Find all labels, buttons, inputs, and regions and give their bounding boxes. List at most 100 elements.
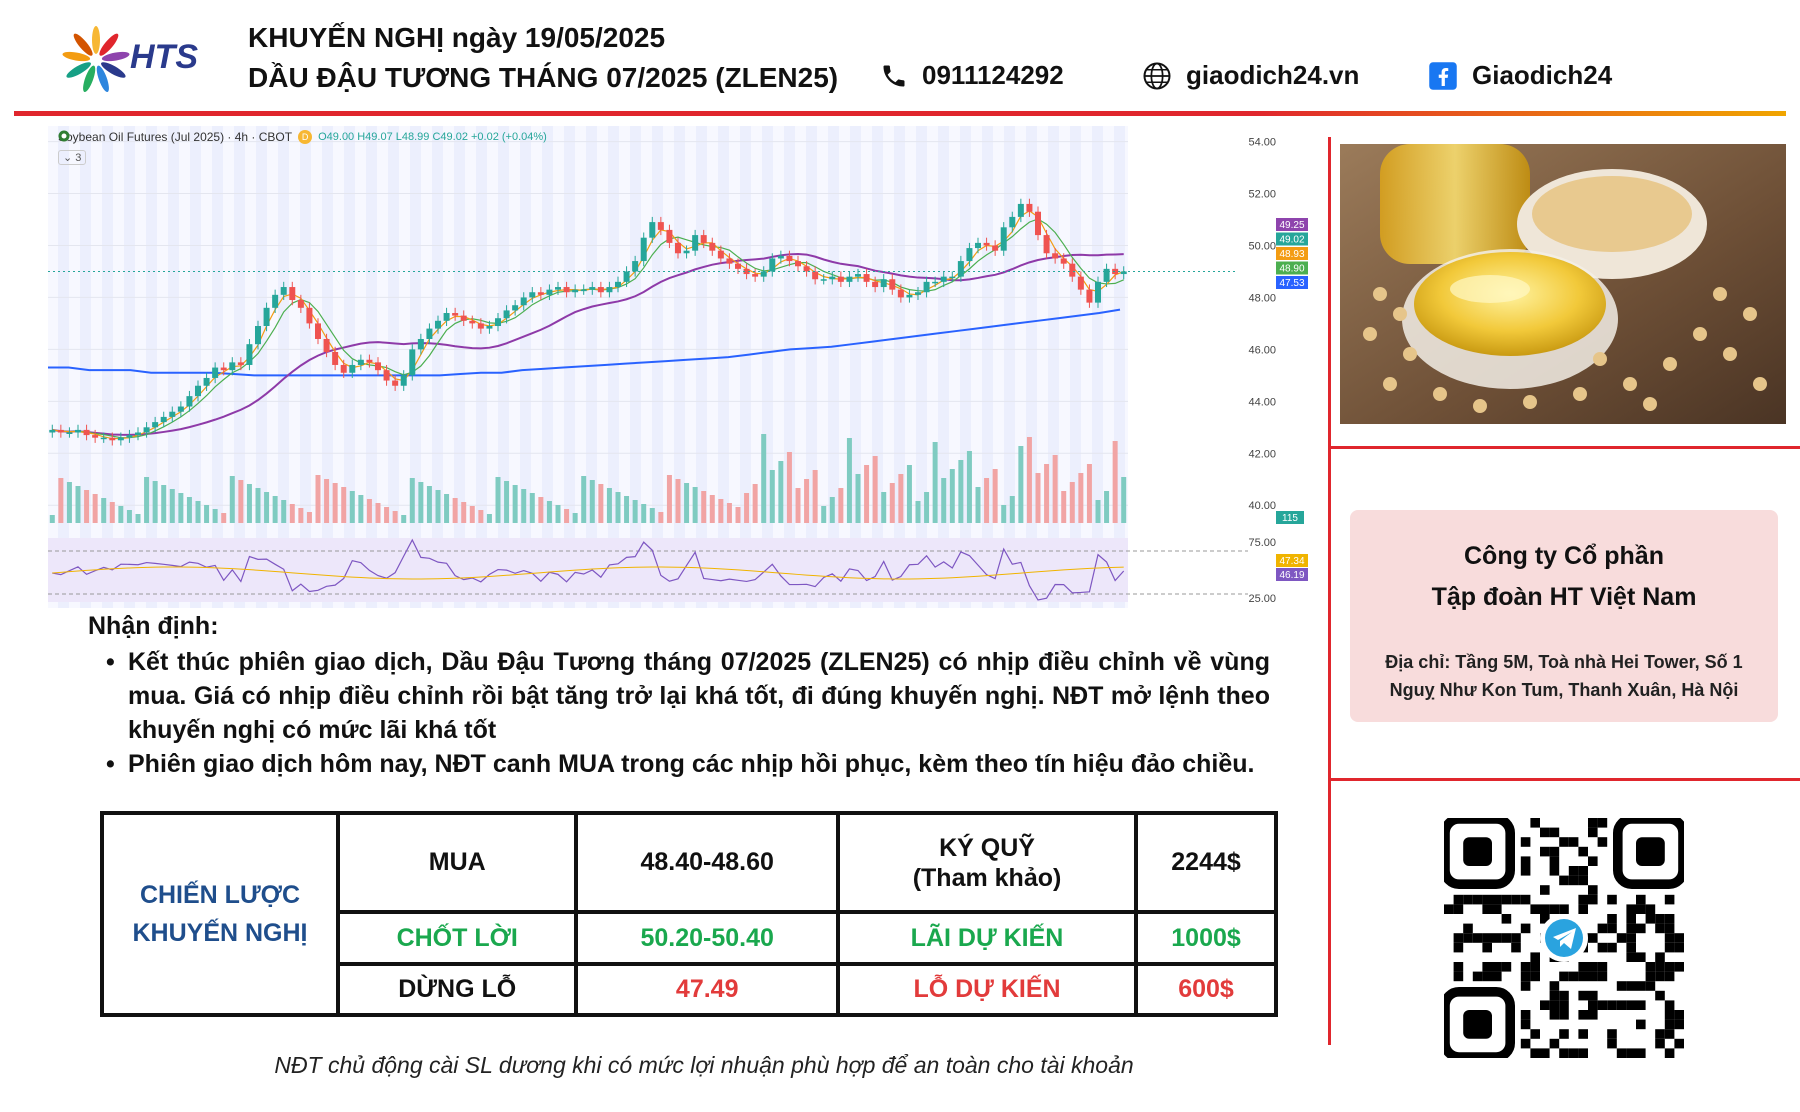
volume-bar [401,515,407,523]
volume-bar [666,475,672,523]
candle-body [1069,263,1076,277]
volume-bar [744,493,750,523]
product-title: DẦU ĐẬU TƯƠNG THÁNG 07/2025 (ZLEN25) [248,62,839,93]
qr-module [1664,1010,1675,1020]
session-band [806,126,817,608]
qr-finder [1613,818,1684,889]
session-band [190,126,201,608]
volume-bar [606,488,612,523]
volume-bar [589,480,595,523]
y-tick-label: 48.00 [1248,292,1276,304]
candle-body [580,289,587,292]
volume-bar [1121,477,1127,523]
buy-range: 48.40-48.60 [574,810,840,915]
volume-bar [264,492,270,523]
candle-body [923,281,930,293]
website-link[interactable]: giaodich24.vn [1142,60,1359,91]
qr-module [1588,1000,1598,1010]
qr-module [1444,904,1454,914]
volume-bar [735,507,741,523]
qr-module [1482,894,1492,905]
qr-module [1664,933,1675,943]
qr-finder-center [1463,1010,1492,1039]
candle-body [1060,258,1067,264]
volume-bar [692,487,698,523]
volume-bar [1095,500,1101,523]
volume-bar [118,506,124,523]
strategy-table: CHIẾN LƯỢC KHUYẾN NGHỊ MUA 48.40-48.60 K… [100,810,1278,1018]
qr-module [1664,962,1675,972]
soybean-oil-photo [1340,144,1786,424]
volume-bar [786,452,792,523]
session-band [982,126,993,608]
qr-finder [1444,818,1515,889]
globe-icon [1143,62,1171,89]
candle-body [700,235,707,243]
y-tick-label: 42.00 [1248,448,1276,460]
volume-bar [821,506,827,523]
phone-contact[interactable]: 0911124292 [880,60,1064,91]
candle-body [932,281,939,284]
volume-bar [204,505,210,523]
volume-bar [324,479,330,523]
volume-bar [289,504,295,523]
qr-module [1559,1029,1569,1039]
candle-body [1009,216,1016,228]
candle-body [555,287,561,290]
candle-body [915,292,921,295]
facebook-link[interactable]: Giaodich24 [1428,60,1612,91]
session-band [476,126,487,608]
volume-bar [504,481,510,523]
qr-module [1626,904,1636,914]
candle-body [906,294,913,298]
volume-bar [221,513,227,523]
qr-module [1501,962,1512,972]
bullet-mark: • [106,750,115,778]
y-tick-label: 50.00 [1248,240,1276,252]
qr-module [1655,1038,1665,1049]
qr-module [1645,981,1656,991]
price-chart[interactable]: 54.00 52.00 50.00 48.00 46.00 44.00 42.00 40.00… [48,126,1310,608]
volume-bar [718,499,724,523]
table-row: DỪNG LỖ 47.49 LỖ DỰ KIẾN 600$ [102,961,1278,1018]
candle-body [349,364,356,373]
telegram-qr-code[interactable] [1444,818,1684,1058]
volume-bar [521,489,527,523]
qr-module [1664,971,1675,982]
qr-module [1607,914,1617,924]
indicator-collapse[interactable]: ⌄ 3 [58,150,87,165]
facebook-text: Giaodich24 [1472,60,1613,90]
candle-body [615,281,621,288]
qr-module [1664,894,1675,905]
qr-module [1549,846,1560,857]
session-band [828,126,839,608]
volume-bar [761,434,767,523]
qr-module [1588,885,1598,895]
qr-module [1597,971,1608,982]
qr-module [1549,856,1560,866]
qr-module [1511,933,1521,943]
session-band [762,126,773,608]
y-tick-label: 52.00 [1248,189,1276,201]
session-band [432,126,443,608]
qr-module [1530,952,1540,962]
qr-module [1492,904,1502,914]
candle-body [375,362,381,371]
volume-bar [469,506,475,523]
candle-body [306,307,313,324]
price-label: 49.02 [1279,235,1304,246]
qr-module [1549,1010,1560,1020]
qr-module [1636,894,1646,905]
qr-module [1520,837,1531,847]
session-band [960,126,971,608]
candle-body [537,292,544,295]
page-title: KHUYẾN NGHỊ ngày 19/05/2025 [248,22,666,53]
volume-bar [572,513,578,523]
candle-body [272,294,279,308]
candle-body [477,323,484,329]
volume-bar [906,465,912,523]
qr-module [1520,1038,1531,1049]
qr-module [1559,837,1569,847]
volume-bar [1069,482,1075,523]
qr-module [1559,971,1569,982]
